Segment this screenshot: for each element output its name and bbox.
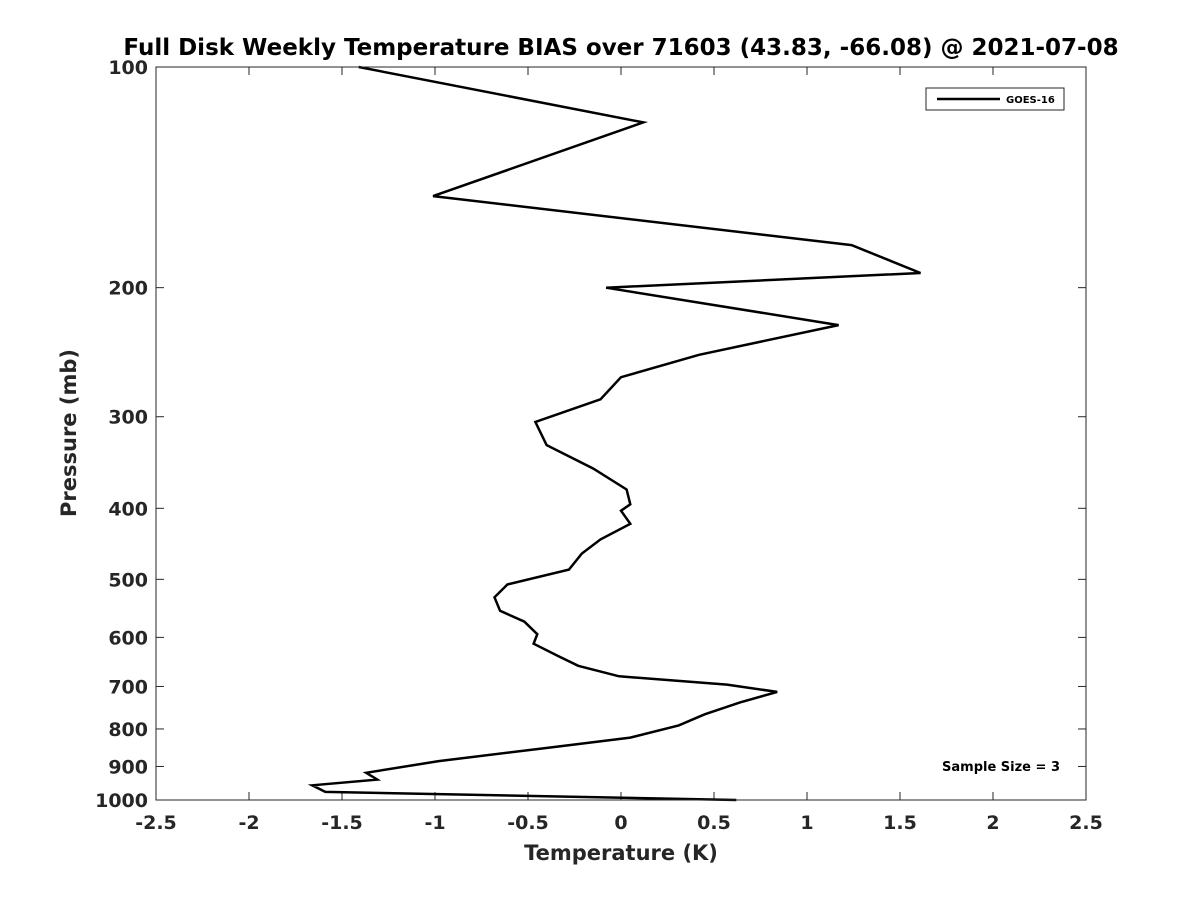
y-tick-label: 1000 bbox=[95, 790, 148, 812]
series-layer bbox=[307, 65, 921, 802]
x-tick-label: 0.5 bbox=[697, 812, 731, 834]
x-axis-label: Temperature (K) bbox=[524, 841, 718, 865]
y-tick-label: 800 bbox=[108, 719, 148, 741]
chart-title: Full Disk Weekly Temperature BIAS over 7… bbox=[123, 35, 1118, 61]
x-tick-label: -2 bbox=[238, 812, 259, 834]
x-tick-label: 2.5 bbox=[1069, 812, 1103, 834]
legend: GOES-16 bbox=[925, 87, 1065, 111]
x-tick-labels: -2.5 -2 -1.5 -1 -0.5 0 0.5 1 1.5 2 2.5 bbox=[135, 812, 1103, 834]
x-tick-label: -1 bbox=[424, 812, 445, 834]
series-line-goes-16 bbox=[307, 65, 921, 802]
y-tick-label: 700 bbox=[108, 676, 148, 698]
x-tick-label: -0.5 bbox=[507, 812, 549, 834]
x-tick-label: 1 bbox=[800, 812, 813, 834]
y-tick-labels: 100 200 300 400 500 600 700 800 900 1000 bbox=[95, 57, 148, 812]
x-tick-label: 0 bbox=[614, 812, 627, 834]
y-tick-label: 100 bbox=[108, 57, 148, 79]
y-tick-label: 500 bbox=[108, 569, 148, 591]
y-tick-label: 900 bbox=[108, 756, 148, 778]
legend-label-goes-16: GOES-16 bbox=[1006, 95, 1055, 106]
x-tick-label: -2.5 bbox=[135, 812, 177, 834]
y-tick-label: 300 bbox=[108, 407, 148, 429]
y-tick-label: 600 bbox=[108, 627, 148, 649]
y-axis-label: Pressure (mb) bbox=[57, 349, 81, 517]
x-tick-label: -1.5 bbox=[321, 812, 363, 834]
x-tick-label: 2 bbox=[986, 812, 999, 834]
sample-size-annotation: Sample Size = 3 bbox=[942, 760, 1060, 775]
x-tick-label: 1.5 bbox=[883, 812, 917, 834]
plot-area-frame bbox=[155, 66, 1087, 801]
y-tick-label: 200 bbox=[108, 278, 148, 300]
y-tick-label: 400 bbox=[108, 498, 148, 520]
